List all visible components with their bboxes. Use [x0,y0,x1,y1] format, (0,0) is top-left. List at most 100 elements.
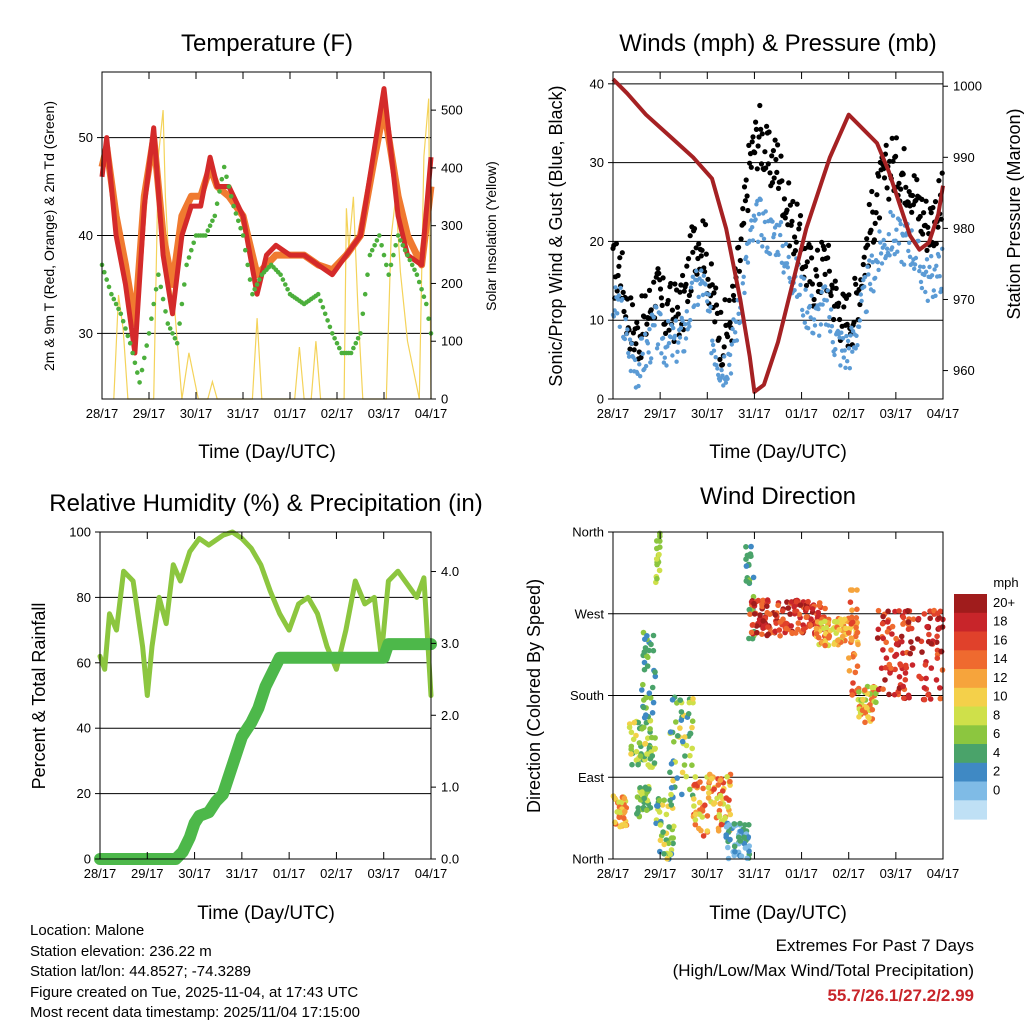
wind-direction-point [822,605,828,612]
temperature-y2-axis-title: Solar Insolation (Yellow) [483,161,499,311]
winds-x-ticks: 28/17 29/17 30/17 31/17 01/17 02/17 03/17 04/17 [597,72,959,421]
wind-direction-point [648,641,654,648]
wind-point [842,348,847,353]
gust-point [883,142,889,148]
dewpoint-point [358,331,363,336]
wind-direction-point [849,637,855,643]
wind-direction-point [622,808,628,815]
colorbar-swatch [954,762,987,783]
dewpoint-point [113,301,119,307]
wind-direction-point [659,802,666,808]
wind-point [733,319,739,324]
wind-direction-point [863,704,870,711]
colorbar-swatch [954,612,987,633]
wind-direction-point [908,639,914,645]
wind-direction-point [650,699,657,706]
wind-direction-point [788,623,794,629]
gust-point [718,309,724,315]
wind-point [682,322,688,327]
wind-point [845,338,851,344]
wind-point [762,219,768,225]
dewpoint-point [254,282,260,287]
wind-point [840,336,846,341]
winds-gridlines [613,83,943,321]
extremes-subtitle: (High/Low/Max Wind/Total Precipitation) [672,961,974,980]
wind-point [683,336,689,341]
wind-point [770,219,775,224]
dewpoint-point [146,331,152,336]
wind-direction-point [874,635,881,641]
wind-direction-point [644,663,651,669]
gust-point [886,196,892,202]
wind-direction-point [892,653,898,659]
gust-point [932,199,939,205]
gust-point [621,308,627,315]
gust-point [746,142,752,148]
colorbar-swatch [954,744,987,764]
wind-direction-point [647,726,653,732]
dewpoint-point [137,380,142,385]
wind-direction-point [862,719,868,726]
wind-direction-point [909,645,916,651]
wind-point [837,335,842,340]
wind-direction-point [725,844,731,851]
wind-point [671,325,676,331]
colorbar-label: 8 [993,707,1000,722]
gust-point [627,346,633,352]
wind-direction-point [889,623,896,630]
wind-direction-point [928,665,935,671]
colorbar-swatch [954,687,987,708]
gust-point [893,135,900,141]
temperature-y-ticks: 30 40 50 [79,130,102,341]
wind-direction-point [731,843,738,850]
gust-point [762,149,768,155]
wind-point [695,302,701,307]
wind-direction-point [849,692,855,698]
wind-point [940,246,945,251]
wind-direction-point [657,544,663,550]
wind-direction-point [654,575,660,582]
dewpoint-point [426,316,431,322]
wind-direction-point [671,823,677,830]
wind-direction-point [635,761,641,768]
wind-point [839,330,844,335]
wind-direction-point [657,837,664,844]
x-tick-label: 30/17 [691,866,724,881]
wind-point [848,333,853,338]
y2-tick-label: 990 [953,150,975,165]
wind-direction-point [807,622,814,628]
wind-direction-y-axis-title: Direction (Colored By Speed) [524,579,544,813]
wind-direction-point [836,627,842,633]
wind-direction-point [725,804,731,810]
wind-point [759,233,764,238]
wind-point [878,240,883,245]
gust-point [861,254,867,260]
wind-direction-point [692,817,699,823]
gust-point [698,253,704,259]
wind-point [661,360,667,365]
y-tick-label: 60 [77,655,91,670]
dewpoint-point [367,252,373,258]
wind-point [828,329,833,334]
wind-direction-point [934,655,941,661]
wind-direction-point [850,680,856,686]
y-tick-label: 80 [77,590,91,605]
x-tick-label: 28/17 [86,406,119,421]
dewpoint-point [182,282,187,287]
dewpoint-point [283,282,288,287]
wind-direction-point [649,710,656,716]
wind-point [696,294,701,300]
gust-point [825,255,831,261]
pressure-line [611,77,945,394]
wind-direction-point [698,827,704,834]
gust-point [716,335,722,341]
gust-point [797,221,803,227]
wind-point [931,288,936,293]
x-tick-label: 02/17 [321,406,354,421]
wind-point [841,355,846,360]
gust-point [775,185,782,191]
x-tick-label: 01/17 [274,406,307,421]
wind-point [838,363,843,368]
dewpoint-point [334,340,340,346]
gust-point [687,233,693,239]
